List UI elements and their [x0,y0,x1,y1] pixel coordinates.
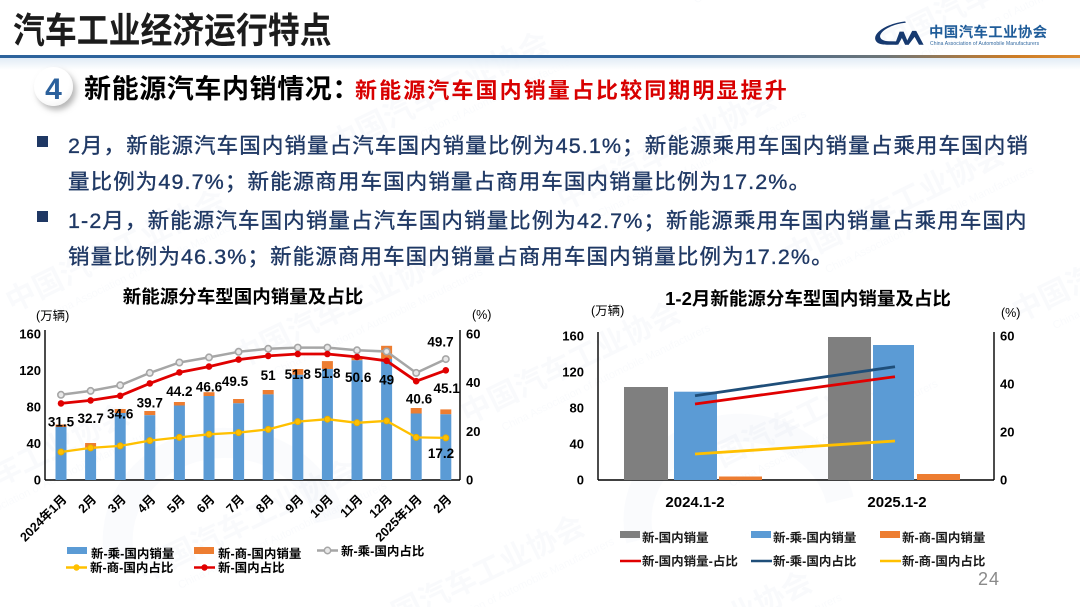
svg-text:9月: 9月 [280,489,307,516]
svg-text:80: 80 [570,398,584,417]
svg-text:0: 0 [577,470,584,489]
svg-text:新-商-国内占比: 新-商-国内占比 [902,551,985,570]
svg-text:60: 60 [466,324,480,343]
svg-text:3月: 3月 [102,489,129,516]
svg-text:10月: 10月 [305,489,337,521]
svg-text:2025.1-2: 2025.1-2 [867,491,926,512]
svg-text:新-国内销量: 新-国内销量 [642,527,709,546]
svg-text:新-乘-国内占比: 新-乘-国内占比 [773,551,856,570]
svg-text:2024.1-2: 2024.1-2 [665,491,724,512]
svg-text:新-国内销量-占比: 新-国内销量-占比 [642,551,738,570]
svg-text:新-国内占比: 新-国内占比 [218,557,285,576]
svg-text:80: 80 [27,397,41,416]
svg-text:120: 120 [562,362,584,381]
svg-text:新-商-国内占比: 新-商-国内占比 [90,557,173,576]
svg-text:新能源分车型国内销量及占比: 新能源分车型国内销量及占比 [123,283,364,309]
svg-text:40: 40 [570,434,584,453]
svg-text:0: 0 [466,470,473,489]
svg-text:7月: 7月 [221,489,248,516]
svg-text:新-乘-国内占比: 新-乘-国内占比 [341,541,424,560]
svg-text:新-商-国内销量: 新-商-国内销量 [902,527,985,546]
svg-text:5月: 5月 [162,489,189,516]
svg-text:11月: 11月 [335,489,367,521]
svg-text:2月: 2月 [428,489,455,516]
svg-text:17.2: 17.2 [428,442,454,462]
svg-text:新-乘-国内销量: 新-乘-国内销量 [91,543,174,562]
svg-text:0: 0 [1000,470,1007,489]
svg-text:49: 49 [379,368,394,388]
svg-text:6月: 6月 [191,489,218,516]
svg-text:4月: 4月 [132,489,159,516]
svg-text:新-乘-国内销量: 新-乘-国内销量 [773,527,856,546]
svg-text:40: 40 [466,372,480,391]
svg-text:51: 51 [261,364,277,384]
svg-text:8月: 8月 [250,489,277,516]
svg-text:(%): (%) [1001,302,1020,321]
svg-text:1-2月新能源分车型国内销量及占比: 1-2月新能源分车型国内销量及占比 [665,285,951,311]
svg-text:32.7: 32.7 [77,407,103,427]
svg-text:(万辆): (万辆) [36,305,69,324]
svg-text:40: 40 [27,433,41,452]
svg-text:31.5: 31.5 [48,411,75,431]
svg-text:2月: 2月 [73,489,100,516]
svg-text:45.1: 45.1 [433,377,460,397]
svg-text:51.8: 51.8 [314,362,341,382]
svg-text:44.2: 44.2 [166,380,192,400]
svg-text:新-商-国内销量: 新-商-国内销量 [218,543,301,562]
svg-text:49.5: 49.5 [222,370,249,390]
svg-text:20: 20 [466,421,480,440]
svg-text:(万辆): (万辆) [591,300,624,319]
svg-text:50.6: 50.6 [345,366,372,386]
svg-text:120: 120 [20,360,41,379]
svg-text:39.7: 39.7 [137,392,163,412]
svg-text:49.7: 49.7 [427,331,453,351]
svg-text:46.6: 46.6 [196,375,223,395]
svg-text:160: 160 [562,326,584,345]
svg-text:51.8: 51.8 [285,363,312,383]
svg-text:40: 40 [1000,374,1014,393]
svg-text:160: 160 [20,324,41,343]
svg-text:20: 20 [1000,422,1014,441]
svg-text:34.6: 34.6 [107,402,134,422]
svg-text:2024年1月: 2024年1月 [20,489,70,545]
svg-text:(%): (%) [472,304,491,323]
svg-text:40.6: 40.6 [406,388,433,408]
svg-text:0: 0 [34,470,41,489]
svg-text:60: 60 [1000,326,1014,345]
